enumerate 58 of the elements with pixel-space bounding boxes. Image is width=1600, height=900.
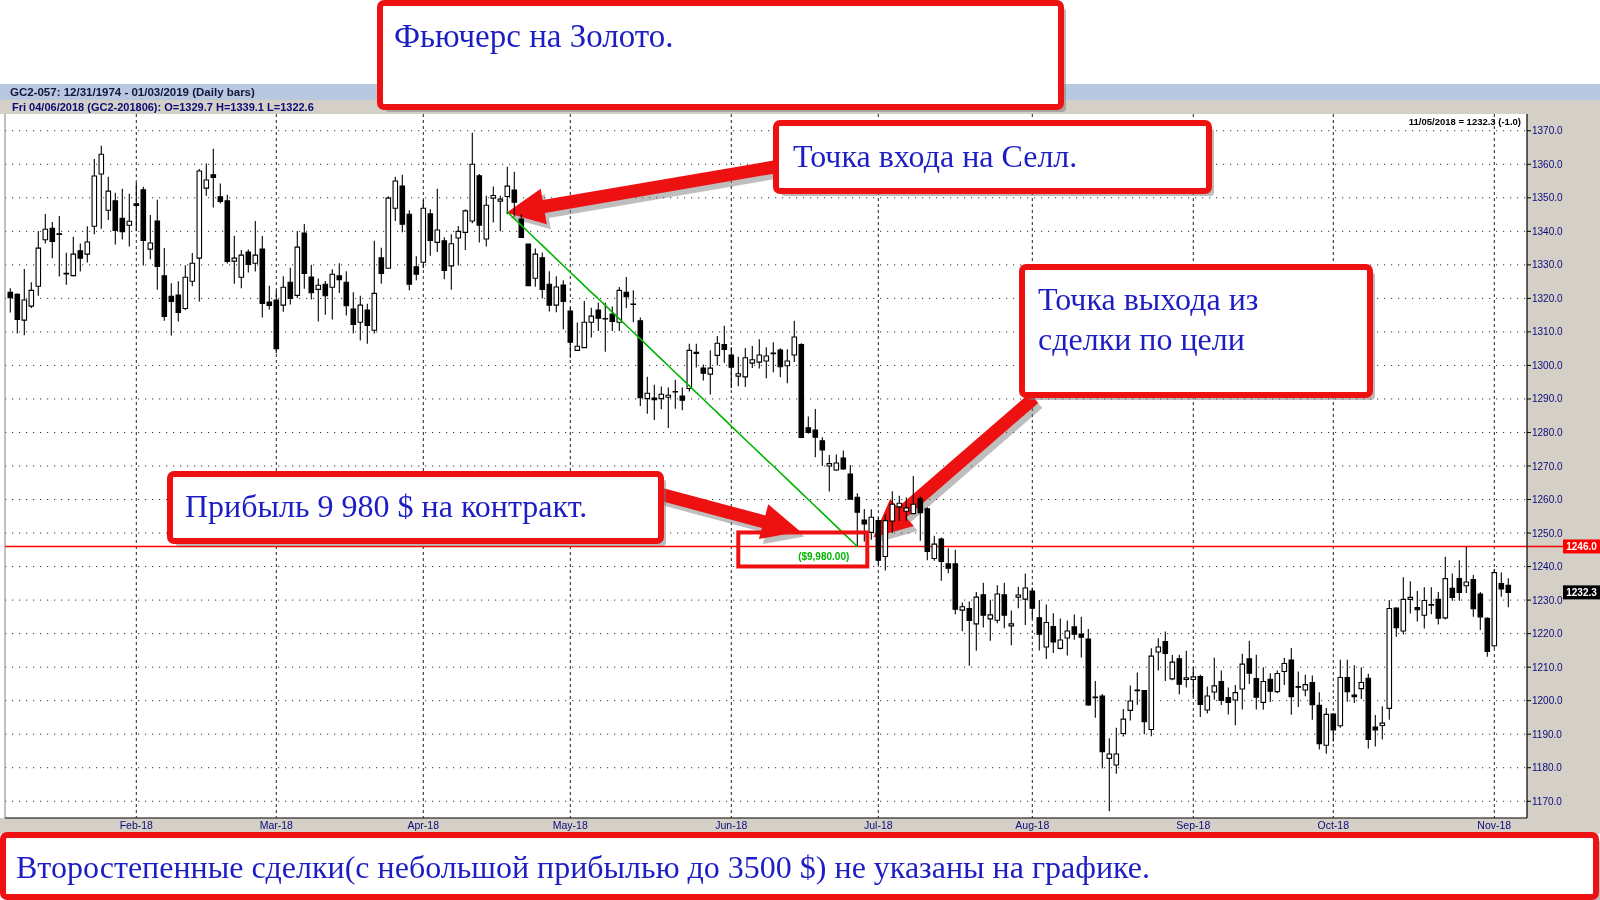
- x-tick-label: Apr-18: [407, 819, 440, 831]
- candlestick: [497, 195, 504, 232]
- y-tick-label: 1200.0: [1532, 695, 1564, 707]
- annotation: Прибыль 9 980 $ на контракт.: [185, 488, 588, 524]
- y-tick-label: 1370.0: [1532, 125, 1564, 137]
- x-tick-label: Aug-18: [1015, 819, 1050, 831]
- y-tick-label: 1310.0: [1532, 326, 1564, 338]
- text: Второстепенные сделки(с небольшой прибылью до 3500 $) не указаны на графике.: [16, 849, 1151, 885]
- y-tick-label: 1240.0: [1532, 561, 1564, 573]
- x-tick-label: Mar-18: [259, 819, 294, 831]
- y-tick-label: 1210.0: [1532, 661, 1564, 673]
- annotation: Точка выхода из сделки по цели: [1038, 281, 1259, 357]
- x-tick-label: Oct-18: [1317, 819, 1350, 831]
- x-tick-label: May-18: [552, 819, 588, 831]
- y-tick-label: 1270.0: [1532, 460, 1564, 472]
- annotation: 11/05/2018 = 1232.3 (-1.0): [1408, 116, 1521, 127]
- x-tick-label: Feb-18: [119, 819, 154, 831]
- candlestick: [35, 230, 42, 297]
- candlestick: [1351, 664, 1358, 704]
- y-tick-label: 1180.0: [1532, 762, 1563, 774]
- y-tick-label: 1220.0: [1532, 628, 1564, 640]
- y-tick-label: 1290.0: [1532, 393, 1564, 405]
- y-tick-label: 1250.0: [1532, 527, 1564, 539]
- candlestick: [1379, 705, 1386, 741]
- candlestick: [672, 379, 679, 410]
- y-tick-label: 1320.0: [1532, 292, 1564, 304]
- candlestick: [490, 185, 497, 224]
- annotation: ($9,980.00): [798, 551, 850, 563]
- y-tick-label: 1350.0: [1532, 192, 1564, 204]
- y-tick-label: 1340.0: [1532, 225, 1564, 237]
- candlestick: [679, 387, 686, 411]
- candlestick: [210, 148, 217, 209]
- y-tick-label: 1190.0: [1532, 728, 1563, 740]
- x-tick-label: Jul-18: [864, 819, 893, 831]
- y-tick-label: 1360.0: [1532, 158, 1564, 170]
- y-tick-label: 1300.0: [1532, 359, 1564, 371]
- candlestick: [343, 270, 350, 317]
- chart-subtitle: Fri 04/06/2018 (GC2-201806): O=1329.7 H=1339.1 L=1322.6: [12, 101, 314, 113]
- y-tick-label: 1330.0: [1532, 259, 1564, 271]
- candlestick: [91, 158, 98, 235]
- y-tick-label: 1280.0: [1532, 426, 1564, 438]
- x-tick-label: Nov-18: [1477, 819, 1512, 831]
- y-tick-label: 1230.0: [1532, 594, 1564, 606]
- candlestick: [728, 346, 735, 389]
- candlestick: [1127, 685, 1134, 721]
- candlestick: [567, 306, 574, 359]
- y-tick-label: 1260.0: [1532, 494, 1564, 506]
- candlestick: [1008, 609, 1015, 646]
- chart-title: GC2-057: 12/31/1974 - 01/03/2019 (Daily bars): [10, 86, 256, 98]
- candlestick: [630, 289, 637, 323]
- x-tick-label: Jun-18: [715, 819, 748, 831]
- y-tick-label: 1170.0: [1532, 795, 1563, 807]
- candlestick: [819, 436, 826, 467]
- annotation: Точка входа на Селл.: [793, 138, 1078, 174]
- text: Фьючерс на Золото.: [394, 18, 674, 54]
- x-tick-label: Sep-18: [1176, 819, 1211, 831]
- candlestick: [1120, 708, 1127, 738]
- candlestick: [98, 145, 105, 230]
